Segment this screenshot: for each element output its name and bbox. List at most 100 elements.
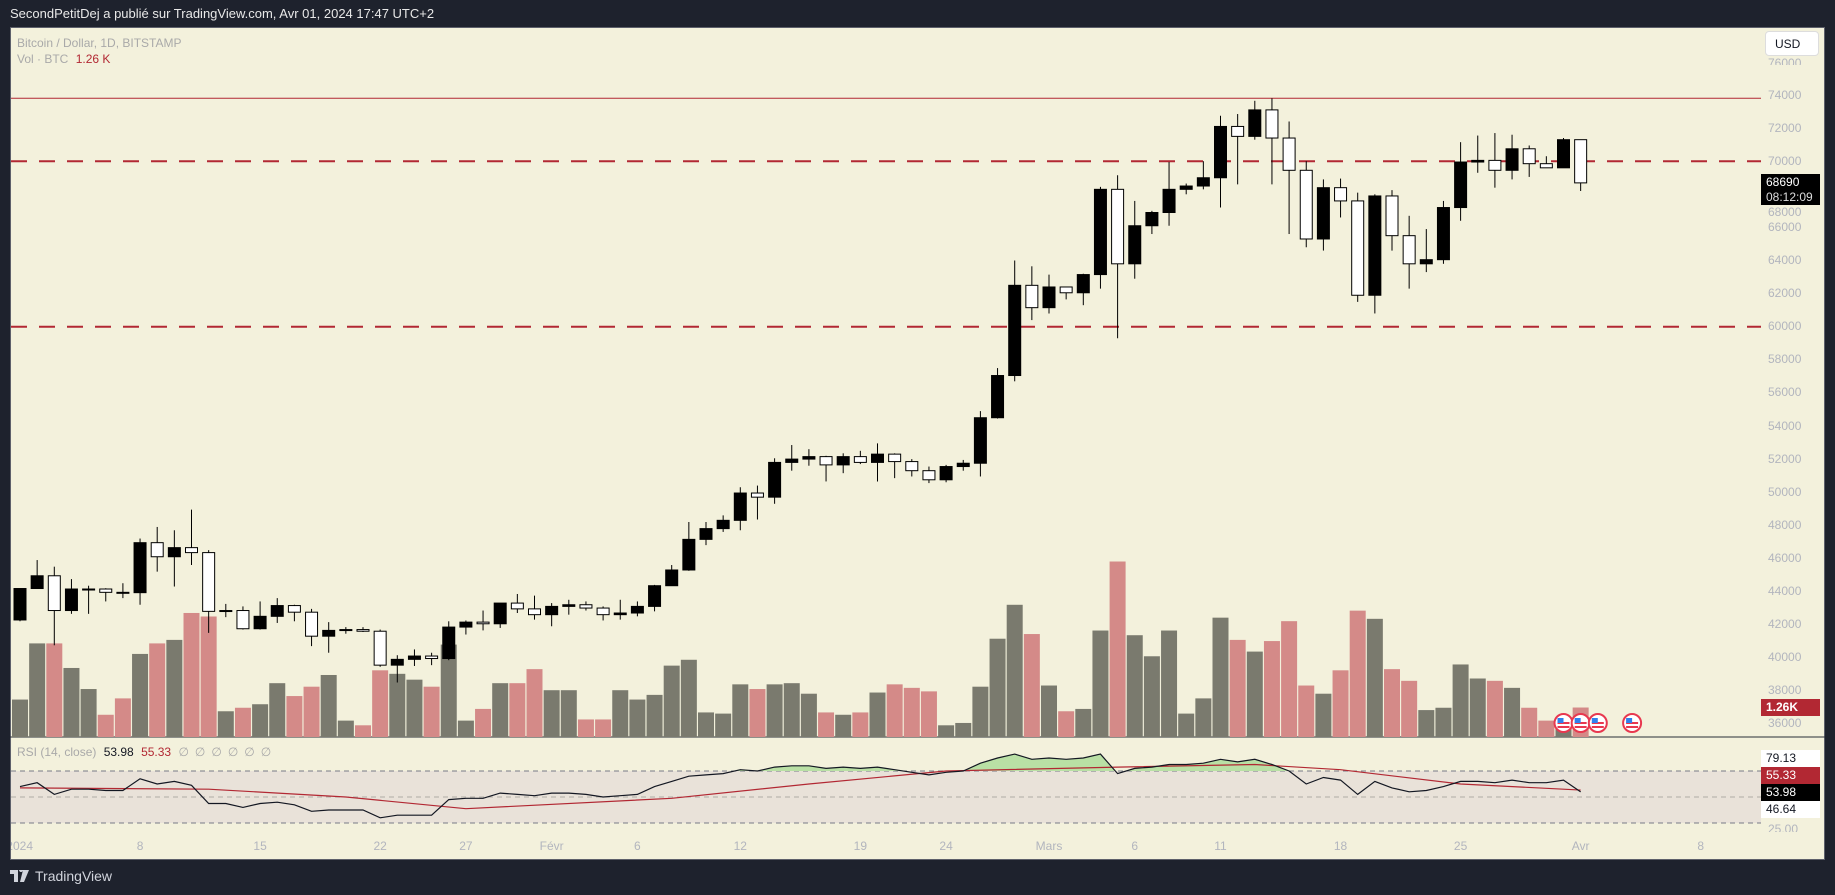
- us-flag-event-icon[interactable]: [1587, 713, 1608, 733]
- volume-bar: [372, 670, 389, 737]
- volume-bar: [989, 638, 1006, 737]
- price-axis-label: 72000: [1768, 120, 1802, 135]
- candle-body: [562, 604, 576, 607]
- candle-body: [425, 655, 439, 660]
- time-axis-label: Avr: [1571, 839, 1590, 853]
- price-axis-label: 74000: [1768, 87, 1802, 102]
- volume-bar: [1178, 713, 1195, 737]
- price-axis-label: 62000: [1768, 286, 1802, 301]
- candle-body: [956, 462, 970, 468]
- candle-body: [1557, 139, 1570, 169]
- volume-bar: [629, 699, 646, 737]
- time-axis-label: 6: [634, 839, 641, 853]
- price-axis-label: 54000: [1768, 418, 1802, 433]
- candle-body: [356, 629, 370, 632]
- candle-body: [1248, 109, 1262, 137]
- candle-body: [253, 615, 267, 630]
- candle-body: [545, 605, 559, 616]
- volume-bar: [835, 714, 852, 737]
- candle-body: [1385, 195, 1399, 237]
- volume-bar: [903, 687, 920, 737]
- candle-body: [853, 456, 867, 463]
- candle-body: [648, 585, 662, 607]
- volume-bar: [1058, 711, 1075, 737]
- volume-bar: [12, 699, 28, 737]
- candle-body: [1419, 259, 1433, 265]
- candle-body: [1574, 139, 1588, 184]
- volume-bar: [818, 712, 835, 737]
- volume-bar: [509, 683, 526, 737]
- price-axis-label: 64000: [1768, 253, 1802, 267]
- last-price-tag: 68690 08:12:09: [1761, 174, 1820, 205]
- rsi-ma-legend-value: 55.33: [141, 745, 172, 759]
- candle-body: [339, 629, 353, 632]
- candle-body: [82, 588, 96, 591]
- rsi-lower-tag: 46.64: [1761, 801, 1820, 818]
- time-axis-label: 2024: [11, 839, 33, 853]
- price-axis-label: 76000: [1768, 57, 1802, 65]
- us-flag-event-icon[interactable]: [1622, 713, 1643, 733]
- candle-body: [390, 658, 404, 666]
- candle-body: [322, 629, 336, 637]
- time-axis-label: Févr: [539, 839, 564, 853]
- symbol-legend[interactable]: Bitcoin / Dollar, 1D, BITSTAMP: [17, 36, 182, 50]
- time-axis-label: 11: [1214, 839, 1227, 853]
- candle-body: [1025, 284, 1039, 309]
- candle-body: [733, 492, 747, 521]
- time-axis-label: 18: [1333, 839, 1348, 853]
- volume-bar: [1212, 617, 1229, 737]
- us-flag-event-icon[interactable]: [1570, 713, 1591, 733]
- rsi-legend[interactable]: RSI (14, close) 53.98 55.33 ∅∅∅∅∅∅: [17, 745, 277, 759]
- candle-body: [133, 542, 147, 594]
- price-axis-label: 42000: [1768, 617, 1802, 632]
- candle-body: [991, 375, 1005, 419]
- volume-bar: [595, 719, 612, 737]
- volume-bar: [800, 693, 817, 737]
- price-axis-label: 38000: [1768, 683, 1802, 698]
- candle-body: [922, 470, 936, 481]
- us-flag-event-icon[interactable]: [1553, 713, 1574, 733]
- volume-bar: [1041, 685, 1057, 737]
- rsi-upper-tag: 79.13: [1761, 750, 1820, 767]
- candle-body: [1008, 284, 1022, 377]
- candle-body: [1162, 188, 1176, 214]
- price-axis-label: 48000: [1768, 517, 1802, 532]
- candle-body: [973, 417, 987, 464]
- candle-body: [939, 466, 953, 481]
- volume-bar: [1281, 621, 1298, 737]
- volume-bar: [114, 698, 131, 737]
- candle-body: [630, 605, 644, 614]
- publish-info: SecondPetitDej a publié sur TradingView.…: [10, 6, 435, 21]
- time-axis-label: 25: [1453, 839, 1468, 853]
- candle-body: [1265, 109, 1279, 139]
- volume-bar: [749, 689, 766, 737]
- candle-body: [888, 453, 902, 463]
- price-axis-label: 66000: [1768, 219, 1802, 234]
- volume-bar: [1298, 685, 1315, 737]
- candle-body: [1093, 188, 1107, 276]
- candle-body: [871, 453, 884, 463]
- volume-bar: [1109, 561, 1126, 737]
- candle-body: [236, 610, 250, 630]
- candle-body: [1076, 274, 1090, 294]
- time-axis-label: 6: [1131, 839, 1139, 853]
- time-axis-label: 27: [459, 839, 473, 853]
- volume-legend[interactable]: Vol · BTC 1.26 K: [17, 52, 110, 66]
- volume-bar: [80, 689, 97, 737]
- currency-button[interactable]: USD: [1765, 31, 1819, 56]
- volume-bar: [149, 643, 166, 737]
- candle-body: [1179, 185, 1193, 190]
- volume-tag: 1.26K: [1761, 699, 1820, 716]
- volume-bar: [1229, 639, 1246, 737]
- rsi-line: [19, 753, 1581, 819]
- candle-body: [819, 456, 833, 466]
- candle-body: [407, 655, 421, 660]
- candle-body: [99, 588, 113, 593]
- candle-body: [768, 461, 782, 498]
- volume-bar: [526, 669, 543, 737]
- volume-bar: [97, 714, 114, 737]
- volume-bar: [1401, 680, 1418, 737]
- volume-bar: [955, 722, 972, 737]
- tradingview-logo[interactable]: TradingView: [10, 868, 112, 884]
